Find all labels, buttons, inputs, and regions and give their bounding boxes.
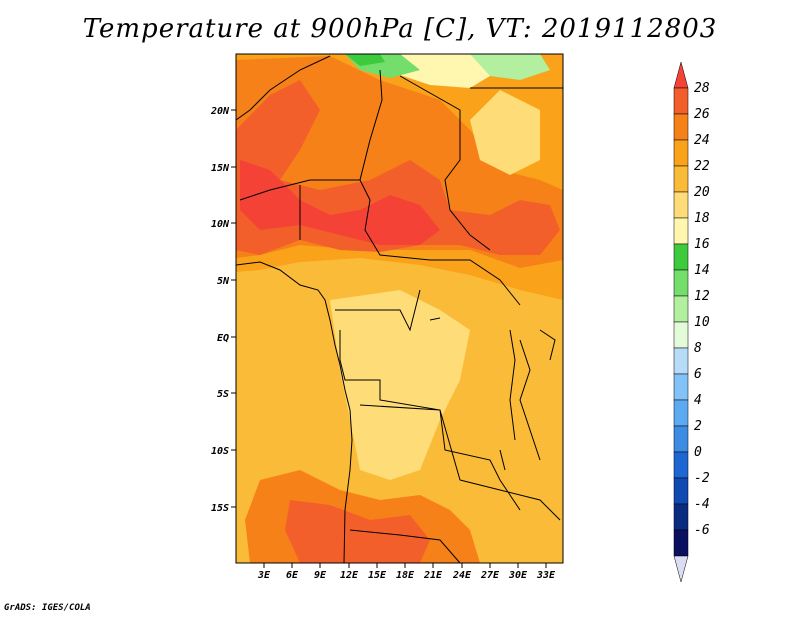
lon-label: 12E xyxy=(340,570,359,581)
map-frame xyxy=(235,53,564,564)
colorbar-label: 24 xyxy=(694,133,710,148)
colorbar-top-triangle xyxy=(673,61,689,89)
colorbar-label: 2 xyxy=(694,419,702,434)
field-east-18-20 xyxy=(470,90,540,175)
colorbar-label: 22 xyxy=(694,159,710,174)
lon-label: 21E xyxy=(423,570,443,581)
colorbar-swatch xyxy=(673,243,689,271)
field-mid-18-20 xyxy=(330,290,470,480)
west-coastline xyxy=(236,261,353,563)
colorbar-swatch xyxy=(673,269,689,297)
colorbar-swatch xyxy=(673,477,689,505)
longitude-axis: 3E 6E 9E 12E 15E 18E 21E 24E 27E 30E 33E xyxy=(257,563,556,581)
colorbar-swatch xyxy=(673,347,689,375)
field-north-14-16 xyxy=(345,54,385,66)
colorbar-label: -4 xyxy=(694,497,710,512)
field-south-26-28 xyxy=(285,500,430,563)
lat-label: 15N xyxy=(211,163,230,174)
colorbar-swatch xyxy=(673,191,689,219)
lat-label: 5S xyxy=(217,389,229,400)
colorbar-label: 28 xyxy=(694,81,710,96)
colorbar-swatch xyxy=(673,399,689,427)
colorbar-swatch xyxy=(673,425,689,453)
lon-label: 15E xyxy=(368,570,387,581)
colorbar-label: 4 xyxy=(694,393,702,408)
lat-label: 10S xyxy=(211,446,229,457)
colorbar-swatch xyxy=(673,113,689,141)
temperature-field xyxy=(236,54,563,563)
colorbar-label: 10 xyxy=(694,315,710,330)
map-borders xyxy=(236,55,563,563)
colorbar-label: 16 xyxy=(694,237,710,252)
colorbar-label: 6 xyxy=(694,367,702,382)
colorbar-swatch xyxy=(673,451,689,479)
colorbar-swatch xyxy=(673,503,689,531)
lon-label: 6E xyxy=(286,570,299,581)
map-title: Temperature at 900hPa [C], VT: 201911280… xyxy=(82,14,718,44)
colorbar-label: -6 xyxy=(694,523,710,538)
field-hot-core-28 xyxy=(240,160,440,245)
colorbar-label: 12 xyxy=(694,289,710,304)
colorbar-label: 8 xyxy=(694,341,702,356)
colorbar-bottom-triangle xyxy=(673,555,689,583)
lat-label: EQ xyxy=(217,333,229,344)
colorbar-swatch xyxy=(673,295,689,323)
lake-shapes xyxy=(429,317,556,471)
colorbar-swatch xyxy=(673,165,689,193)
latitude-axis: 20N 15N 10N 5N EQ 5S 10S 15S xyxy=(210,106,236,514)
lon-label: 18E xyxy=(396,570,415,581)
lat-label: 20N xyxy=(210,106,230,117)
lon-label: 27E xyxy=(480,570,500,581)
colorbar-swatch xyxy=(673,87,689,115)
lat-label: 15S xyxy=(211,503,229,514)
colorbar-label: 0 xyxy=(694,445,702,460)
border-lines xyxy=(236,55,563,563)
colorbar-swatch xyxy=(673,529,689,557)
lat-label: 10N xyxy=(211,219,230,230)
colorbar-label: 20 xyxy=(694,185,710,200)
credit-text: GrADS: IGES/COLA xyxy=(4,603,91,613)
lon-label: 9E xyxy=(314,570,327,581)
colorbar-label: 26 xyxy=(694,107,710,122)
colorbar-swatch xyxy=(673,321,689,349)
field-north-10-12 xyxy=(470,54,550,80)
colorbar-swatch xyxy=(673,139,689,167)
lon-label: 24E xyxy=(452,570,472,581)
colorbar-label: 14 xyxy=(694,263,710,278)
lat-label: 5N xyxy=(217,276,230,287)
lon-label: 30E xyxy=(508,570,528,581)
lon-label: 3E xyxy=(257,570,271,581)
lon-label: 33E xyxy=(536,570,556,581)
colorbar-swatch xyxy=(673,373,689,401)
colorbar-label: -2 xyxy=(694,471,710,486)
colorbar-label: 18 xyxy=(694,211,710,226)
colorbar-swatch xyxy=(673,217,689,245)
